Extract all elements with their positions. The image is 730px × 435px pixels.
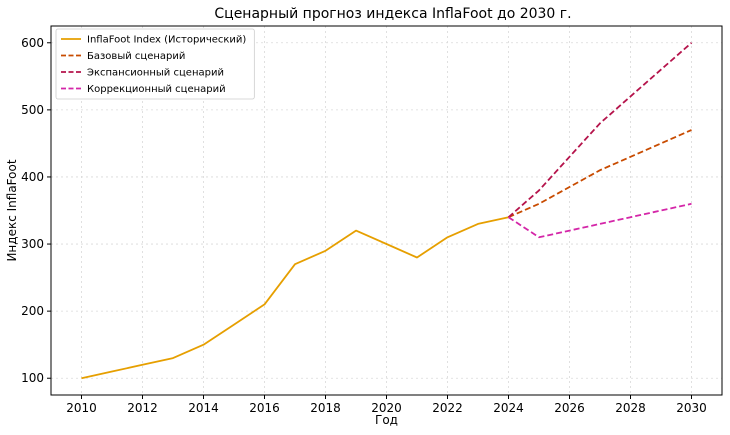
legend-label-1: InflaFoot Index (Исторический) (87, 35, 246, 46)
y-tick-label: 100 (21, 371, 44, 385)
series-layer (81, 42, 693, 380)
series-line-4 (508, 202, 692, 239)
x-tick-label: 2024 (493, 401, 524, 415)
y-tick-label: 300 (21, 237, 44, 251)
chart-title: Сценарный прогноз индекса InflaFoot до 2… (214, 6, 571, 22)
legend: InflaFoot Index (Исторический) Базовый сц… (55, 28, 255, 100)
x-tick-label: 2026 (554, 401, 585, 415)
series-line-1 (81, 216, 509, 380)
y-axis-title: Индекс InflaFoot (5, 159, 19, 261)
y-tick-label: 500 (21, 103, 44, 117)
x-tick-label: 2030 (676, 401, 707, 415)
y-tick-label: 400 (21, 170, 44, 184)
x-tick-label: 2018 (310, 401, 341, 415)
x-tick-label: 2022 (432, 401, 463, 415)
x-tick-label: 2028 (615, 401, 646, 415)
legend-box (55, 28, 255, 100)
x-tick-label: 2010 (66, 401, 97, 415)
y-tick-label: 600 (21, 36, 44, 50)
x-axis-title: Год (375, 413, 398, 427)
y-tick-label: 200 (21, 304, 44, 318)
series-line-3 (507, 42, 693, 218)
series-line-2 (508, 129, 692, 219)
axis-ticks: 2010 2012 2014 2016 2018 2020 2022 2024 2026 2028… (21, 36, 707, 415)
x-tick-label: 2020 (371, 401, 402, 415)
legend-label-4: Коррекционный сценарий (87, 84, 226, 95)
legend-label-3: Экспансионный сценарий (87, 68, 224, 79)
x-tick-label: 2014 (188, 401, 219, 415)
legend-label-2: Базовый сценарий (87, 51, 185, 62)
x-tick-label: 2016 (249, 401, 280, 415)
x-tick-label: 2012 (127, 401, 158, 415)
